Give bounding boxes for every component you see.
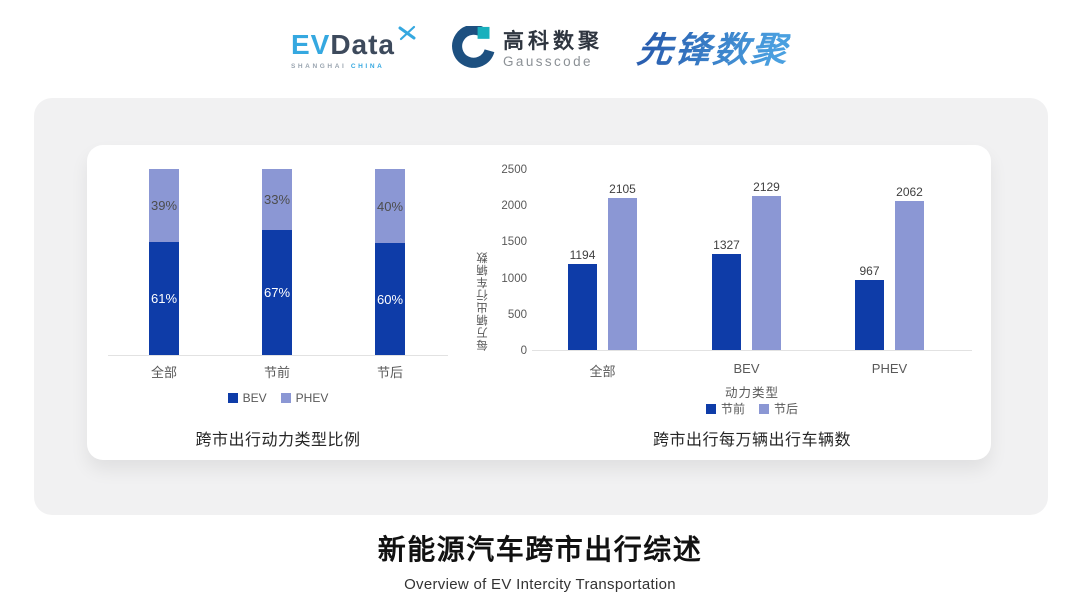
segment-phev-label: 39% [150,197,178,213]
power-type-ratio-chart: 39% 61% 33% 67% 40% 60% 全部 节前 节后 BEV PHEV 跨市出行动力… [87,145,467,460]
stack-chart-legend: BEV PHEV [108,391,448,405]
xianfeng-shuju-logo: 先锋数聚 [634,29,792,70]
group-chart-legend-swatch [705,403,716,414]
evdata-tagline-shanghai: SHANGHAI [290,62,347,70]
group-chart-legend-item: 节后 [759,400,798,417]
group-chart-legend-label: 节前 [720,402,745,416]
segment-bev: 67% [262,230,292,355]
gausscode-g-icon [451,24,495,75]
stacked-bar-节前: 33% 67% [262,169,292,355]
evdata-logo: EV Data SHANGHAI CHINA [290,25,417,70]
segment-bev: 61% [149,241,179,355]
gausscode-wordmark: 高科数聚 Gausscode [503,29,604,69]
stacked-bar-全部: 39% 61% [149,169,179,355]
segment-bev-label: 61% [150,290,178,306]
y-tick-500: 500 [507,308,527,321]
header-logo-bar: EV Data SHANGHAI CHINA 高科数聚 Gausscode [0,18,1080,82]
evdata-tagline: SHANGHAI CHINA [291,63,384,70]
stack-chart-legend-label: PHEV [295,391,329,405]
segment-phev-label: 33% [263,192,291,208]
segment-bev-label: 60% [376,291,404,307]
category-label-全部: 全部 [589,364,616,379]
category-label-节前: 节前 [263,365,290,380]
segment-bev: 60% [375,243,405,355]
category-label-PHEV: PHEV [871,361,908,376]
charts-card: 39% 61% 33% 67% 40% 60% 全部 节前 节后 BEV PHEV 跨市出行动力… [87,145,991,460]
y-tick-2000: 2000 [501,200,527,213]
group-chart-plot [532,170,972,351]
stacked-bar-节后: 40% 60% [375,169,405,355]
segment-phev: 33% [262,169,292,231]
bar-节前-BEV [712,253,741,350]
segment-bev-label: 67% [263,285,291,301]
segment-phev: 39% [149,169,179,242]
category-label-BEV: BEV [733,361,760,376]
bar-节前-PHEV [855,280,884,350]
bar-value-label: 2129 [753,179,780,194]
dashboard-panel: 39% 61% 33% 67% 40% 60% 全部 节前 节后 BEV PHEV 跨市出行动力… [34,98,1048,515]
group-chart-legend-label: 节后 [774,402,799,416]
y-axis-title: 每万辆出行车辆数 [477,251,489,351]
gausscode-name-en: Gausscode [503,53,593,69]
stack-chart-plot: 39% 61% 33% 67% 40% 60% [108,169,448,356]
group-chart-legend: 节前 节后 [532,400,972,417]
bar-value-label: 967 [859,263,880,278]
stack-chart-legend-swatch [227,393,238,403]
y-tick-0: 0 [520,345,527,357]
group-chart-legend-swatch [759,403,769,414]
page-subtitle: Overview of EV Intercity Transportation [404,576,676,593]
bar-value-label: 1194 [569,247,596,262]
bar-value-label: 2062 [896,184,923,199]
category-label-节后: 节后 [376,365,403,380]
stack-chart-legend-item: BEV [227,391,267,405]
bar-节后-全部 [608,197,637,350]
x-axis-title: 动力类型 [724,386,779,400]
trips-per-10k-chart: 每万辆出行车辆数 2500 2000 1500 1000 500 0 全部 BEV PHEV … [467,145,991,460]
gausscode-name-cn: 高科数聚 [503,29,604,53]
evdata-wordmark-ev: EV [290,28,331,60]
stack-chart-legend-item: PHEV [280,391,329,405]
evdata-dragonfly-icon [397,25,417,47]
gausscode-logo: 高科数聚 Gausscode [451,24,604,75]
evdata-wordmark: EV Data [290,25,417,60]
stack-chart-legend-label: BEV [242,391,267,405]
y-tick-1500: 1500 [501,236,527,249]
stack-chart-title: 跨市出行动力类型比例 [195,432,361,449]
group-chart-legend-item: 节前 [705,400,745,417]
y-tick-1000: 1000 [501,272,527,285]
bar-节后-BEV [752,195,781,350]
bar-value-label: 2105 [609,181,636,196]
page-title: 新能源汽车跨市出行综述 [377,534,703,565]
page-footer: 新能源汽车跨市出行综述 Overview of EV Intercity Tra… [0,528,1080,593]
category-label-全部: 全部 [150,365,177,380]
y-tick-2500: 2500 [501,164,527,176]
segment-phev-label: 40% [376,198,404,214]
segment-phev: 40% [375,169,405,244]
evdata-wordmark-data: Data [330,28,396,60]
bar-节后-PHEV [895,200,924,350]
bar-value-label: 1327 [713,237,740,252]
stack-chart-legend-swatch [280,393,291,403]
evdata-tagline-china: CHINA [350,62,385,70]
group-chart-title: 跨市出行每万辆出行车辆数 [652,432,851,449]
bar-节前-全部 [568,263,597,350]
